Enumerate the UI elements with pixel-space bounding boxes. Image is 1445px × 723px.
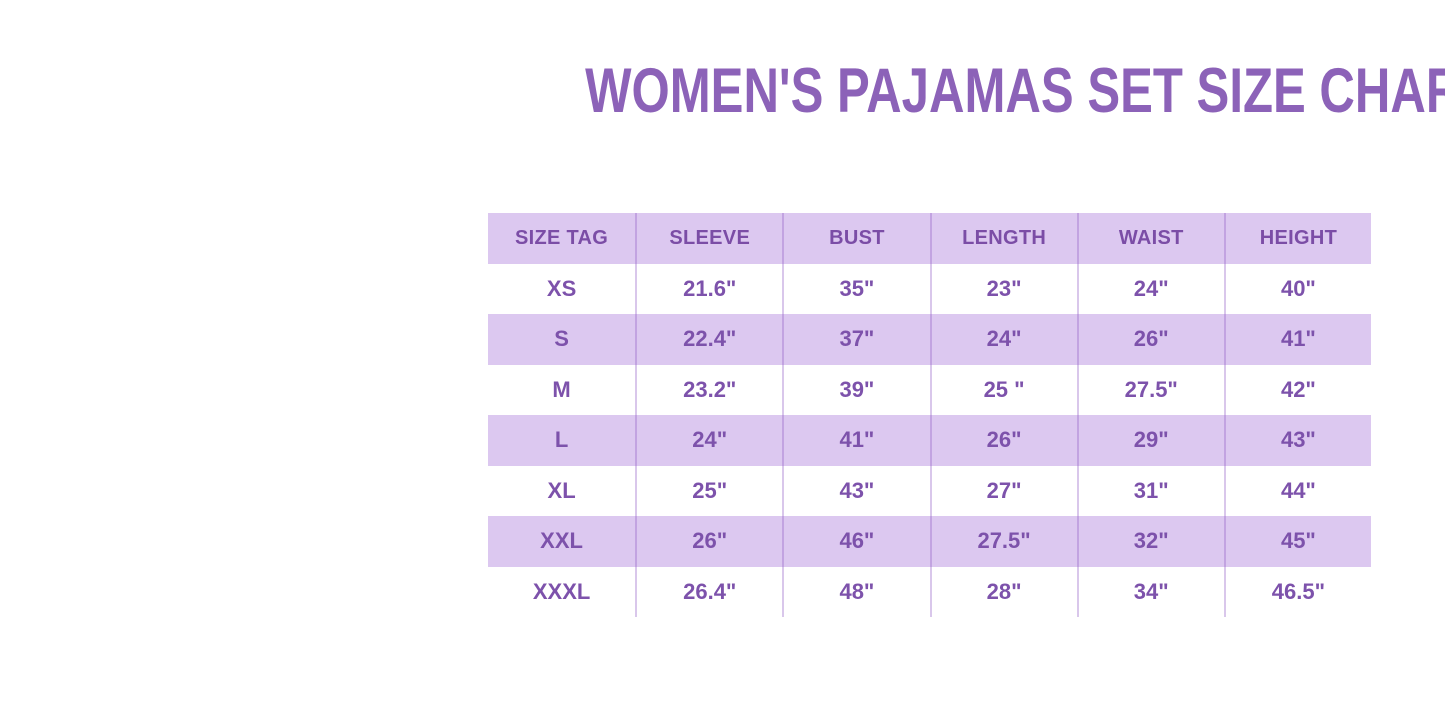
- cell-s-height: 41": [1223, 314, 1371, 365]
- cell-xxxl-bust: 48": [782, 566, 929, 617]
- cell-xl-sleeve: 25": [635, 465, 782, 516]
- cell-xxl-waist: 32": [1076, 516, 1224, 567]
- cell-xs-bust: 35": [782, 263, 929, 314]
- cell-xl-bust: 43": [782, 465, 929, 516]
- cell-xl-waist: 31": [1076, 465, 1224, 516]
- column-header-waist: WAIST: [1076, 213, 1224, 264]
- cell-l-waist: 29": [1076, 415, 1224, 466]
- row-label-xs: XS: [546, 275, 577, 301]
- row-label-xxl: XXL: [488, 516, 636, 567]
- cell-m-bust: 39": [782, 364, 929, 415]
- cell-xxl-length: 27.5": [929, 516, 1077, 567]
- cell-xxl-bust: 46": [782, 516, 930, 567]
- cell-m-height: 42": [1223, 364, 1371, 415]
- column-header-size-tag: SIZE TAG: [488, 213, 636, 264]
- cell-s-length: 24": [929, 314, 1077, 365]
- page-title: WOMEN'S PAJAMAS SET SIZE CHART: [585, 56, 1445, 126]
- cell-l-height: 43": [1223, 415, 1371, 466]
- cell-xs-height: 40": [1223, 263, 1371, 314]
- cell-m-waist: 27.5": [1076, 364, 1224, 415]
- cell-m-sleeve: 23.2": [635, 364, 782, 415]
- cell-xs-length: 23": [929, 263, 1077, 314]
- column-header-length: LENGTH: [929, 213, 1077, 264]
- cell-l-sleeve: 24": [635, 415, 783, 466]
- cell-xxxl-height: 46.5": [1223, 566, 1371, 617]
- row-label-l: L: [488, 415, 636, 466]
- cell-m-length: 25 ": [929, 364, 1077, 415]
- row-label-xxxl: XXXL: [532, 578, 591, 604]
- cell-s-bust: 37": [782, 314, 930, 365]
- cell-xs-waist: 24": [1076, 263, 1224, 314]
- cell-s-sleeve: 22.4": [635, 314, 783, 365]
- cell-xxxl-sleeve: 26.4": [635, 566, 782, 617]
- cell-l-length: 26": [929, 415, 1077, 466]
- row-label-xl: XL: [547, 477, 576, 503]
- cell-l-bust: 41": [782, 415, 930, 466]
- column-header-bust: BUST: [782, 213, 930, 264]
- cell-xxxl-waist: 34": [1076, 566, 1224, 617]
- cell-xs-sleeve: 21.6": [635, 263, 782, 314]
- cell-xxl-height: 45": [1223, 516, 1371, 567]
- cell-xxl-sleeve: 26": [635, 516, 783, 567]
- cell-xxxl-length: 28": [929, 566, 1077, 617]
- cell-s-waist: 26": [1076, 314, 1224, 365]
- column-header-height: HEIGHT: [1223, 213, 1371, 264]
- cell-xl-height: 44": [1223, 465, 1371, 516]
- row-label-s: S: [488, 314, 636, 365]
- size-chart-table: SIZE TAG SLEEVE BUST LENGTH WAIST HEIGHT XS 21.…: [488, 213, 1371, 617]
- row-label-m: M: [552, 376, 571, 402]
- cell-xl-length: 27": [929, 465, 1077, 516]
- column-header-sleeve: SLEEVE: [635, 213, 783, 264]
